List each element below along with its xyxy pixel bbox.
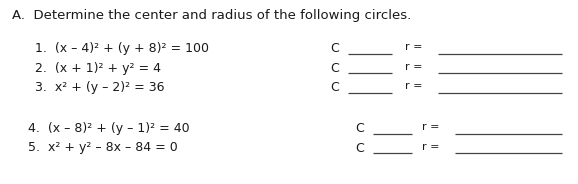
Text: r =: r =	[405, 61, 423, 72]
Text: A.  Determine the center and radius of the following circles.: A. Determine the center and radius of th…	[12, 9, 412, 22]
Text: r =: r =	[405, 42, 423, 52]
Text: r =: r =	[422, 141, 439, 151]
Text: 1.  (x – 4)² + (y + 8)² = 100: 1. (x – 4)² + (y + 8)² = 100	[35, 42, 209, 55]
Text: 5.  x² + y² – 8x – 84 = 0: 5. x² + y² – 8x – 84 = 0	[28, 141, 178, 155]
Text: C: C	[355, 122, 364, 135]
Text: C: C	[330, 42, 339, 55]
Text: 3.  x² + (y – 2)² = 36: 3. x² + (y – 2)² = 36	[35, 81, 165, 94]
Text: r =: r =	[405, 81, 423, 91]
Text: C: C	[330, 81, 339, 94]
Text: 2.  (x + 1)² + y² = 4: 2. (x + 1)² + y² = 4	[35, 61, 161, 75]
Text: 4.  (x – 8)² + (y – 1)² = 40: 4. (x – 8)² + (y – 1)² = 40	[28, 122, 190, 135]
Text: C: C	[355, 141, 364, 155]
Text: C: C	[330, 61, 339, 75]
Text: r =: r =	[422, 122, 439, 132]
